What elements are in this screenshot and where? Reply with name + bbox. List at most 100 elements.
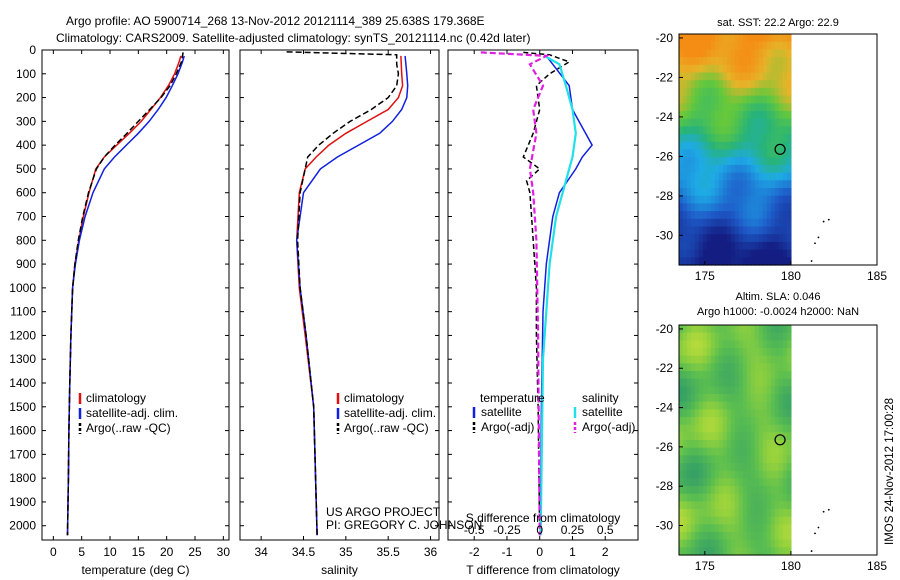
map-cell bbox=[683, 180, 688, 189]
map-cell bbox=[782, 524, 788, 533]
map-cell bbox=[726, 486, 732, 495]
map-cell bbox=[746, 241, 752, 251]
map-cell bbox=[782, 332, 788, 341]
map-cell bbox=[730, 516, 736, 525]
map-cell bbox=[782, 516, 788, 525]
map-cell bbox=[718, 501, 724, 510]
map-cell bbox=[730, 111, 736, 120]
map-cell bbox=[698, 164, 704, 174]
map-cell bbox=[706, 409, 712, 418]
map-cell bbox=[766, 463, 772, 472]
map-cell bbox=[750, 103, 756, 112]
map-cell bbox=[750, 95, 756, 104]
map-cell bbox=[683, 195, 688, 204]
map-cell bbox=[690, 509, 696, 518]
map-cell bbox=[683, 463, 688, 472]
map-cell bbox=[722, 547, 728, 556]
map-cell bbox=[746, 440, 752, 449]
map-cell bbox=[746, 509, 752, 518]
map-cell bbox=[738, 64, 744, 74]
map-cell bbox=[730, 539, 736, 548]
map-cell bbox=[734, 34, 740, 43]
map-cell bbox=[686, 241, 692, 251]
map-cell bbox=[706, 126, 712, 135]
map-cell bbox=[702, 118, 708, 127]
map-cell bbox=[746, 134, 752, 143]
map-cell bbox=[702, 149, 708, 158]
map-cell bbox=[766, 203, 772, 212]
map-cell bbox=[694, 409, 700, 418]
map-cell bbox=[730, 401, 736, 410]
map-cell bbox=[694, 532, 700, 541]
map-cell bbox=[730, 440, 736, 449]
map-cell bbox=[702, 463, 708, 472]
map-cell bbox=[766, 103, 772, 112]
map-cell bbox=[786, 547, 792, 556]
map-cell bbox=[706, 241, 712, 251]
map-cell bbox=[734, 249, 740, 258]
map-cell bbox=[754, 424, 760, 433]
map-cell bbox=[786, 440, 792, 449]
map-cell bbox=[778, 486, 784, 495]
map-cell bbox=[766, 257, 772, 266]
map-cell bbox=[754, 432, 760, 441]
map-cell bbox=[750, 539, 756, 548]
map-cell bbox=[730, 134, 736, 143]
map-cell bbox=[718, 440, 724, 449]
map-cell bbox=[714, 95, 720, 104]
map-cell bbox=[762, 355, 768, 364]
map-cell bbox=[746, 103, 752, 112]
map-cell bbox=[734, 111, 740, 120]
map-cell bbox=[734, 509, 740, 518]
x-tick-label-salinity: -0.25 bbox=[493, 523, 521, 537]
map-cell bbox=[683, 332, 688, 341]
map-cell bbox=[706, 547, 712, 556]
map-cell bbox=[698, 501, 704, 510]
map-cell bbox=[722, 64, 728, 74]
map-cell bbox=[750, 455, 756, 464]
map-cell bbox=[754, 470, 760, 479]
map-cell bbox=[706, 257, 712, 266]
map-cell bbox=[750, 195, 756, 204]
map-cell bbox=[750, 394, 756, 403]
map-cell bbox=[706, 363, 712, 372]
map-cell bbox=[770, 378, 776, 387]
map-cell bbox=[683, 49, 688, 58]
map-cell bbox=[770, 157, 776, 166]
map-cell bbox=[710, 203, 716, 212]
map-cell bbox=[710, 211, 716, 220]
map-cell bbox=[690, 157, 696, 166]
map-cell bbox=[766, 118, 772, 127]
map-cell bbox=[750, 332, 756, 341]
map-cell bbox=[718, 417, 724, 426]
map-cell bbox=[742, 386, 748, 395]
map-cell bbox=[702, 470, 708, 479]
map-cell bbox=[746, 34, 752, 43]
map-cell bbox=[698, 355, 704, 364]
map-cell bbox=[782, 149, 788, 158]
map-cell bbox=[683, 34, 688, 43]
map-cell bbox=[714, 118, 720, 127]
y-tick-label: 900 bbox=[16, 257, 36, 271]
map-cell bbox=[726, 355, 732, 364]
map-cell bbox=[774, 455, 780, 464]
map-cell bbox=[786, 95, 792, 104]
map-cell bbox=[762, 486, 768, 495]
map-cell bbox=[702, 394, 708, 403]
map-cell bbox=[774, 417, 780, 426]
map-cell bbox=[786, 180, 792, 189]
map-cell bbox=[746, 149, 752, 158]
map-cell bbox=[683, 394, 688, 403]
map-cell bbox=[726, 241, 732, 251]
map-cell bbox=[726, 195, 732, 204]
map-cell bbox=[754, 257, 760, 266]
map-cell bbox=[698, 226, 704, 235]
map-cell bbox=[746, 486, 752, 495]
map-cell bbox=[710, 111, 716, 120]
map-cell bbox=[714, 401, 720, 410]
map-cell bbox=[702, 141, 708, 151]
map-cell bbox=[694, 49, 700, 58]
map-cell bbox=[758, 348, 764, 357]
map-cell bbox=[706, 493, 712, 502]
map-cell bbox=[686, 157, 692, 166]
